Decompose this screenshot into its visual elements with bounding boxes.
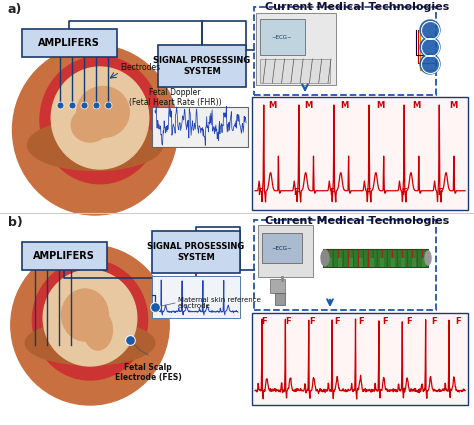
Ellipse shape — [321, 250, 329, 266]
Text: Electrodes: Electrodes — [120, 62, 160, 71]
Text: M: M — [304, 101, 312, 110]
Text: F: F — [358, 317, 364, 326]
Ellipse shape — [77, 87, 129, 138]
Text: F: F — [407, 317, 412, 326]
FancyBboxPatch shape — [252, 97, 468, 210]
FancyBboxPatch shape — [22, 242, 107, 270]
Text: M: M — [340, 101, 348, 110]
Bar — [401, 258, 405, 267]
Text: AMPLIFERS: AMPLIFERS — [38, 38, 100, 48]
Text: b): b) — [8, 216, 23, 229]
FancyBboxPatch shape — [22, 29, 117, 57]
FancyBboxPatch shape — [252, 313, 468, 405]
FancyBboxPatch shape — [275, 293, 285, 305]
FancyBboxPatch shape — [262, 233, 302, 263]
Ellipse shape — [40, 56, 160, 184]
Bar — [370, 258, 374, 267]
Ellipse shape — [83, 310, 112, 350]
FancyBboxPatch shape — [260, 59, 330, 83]
Text: F: F — [437, 188, 443, 197]
Text: F: F — [310, 317, 315, 326]
Ellipse shape — [425, 251, 431, 265]
Ellipse shape — [71, 108, 109, 142]
Bar — [328, 258, 332, 267]
Text: F: F — [285, 317, 291, 326]
Circle shape — [420, 37, 440, 57]
Text: a): a) — [8, 3, 22, 16]
FancyBboxPatch shape — [323, 249, 428, 267]
Text: F: F — [401, 188, 407, 197]
Bar — [349, 258, 353, 267]
Text: Fetal Scalp
Electrode (FES): Fetal Scalp Electrode (FES) — [115, 363, 182, 382]
Ellipse shape — [11, 245, 169, 405]
Bar — [359, 258, 364, 267]
FancyBboxPatch shape — [152, 231, 240, 273]
Ellipse shape — [25, 321, 155, 365]
Text: ~ECG~: ~ECG~ — [272, 34, 292, 40]
FancyBboxPatch shape — [152, 276, 240, 318]
Text: M: M — [268, 101, 276, 110]
Text: F: F — [365, 188, 371, 197]
FancyBboxPatch shape — [260, 19, 305, 55]
Text: M: M — [376, 101, 385, 110]
Text: ~ECG~: ~ECG~ — [272, 246, 292, 250]
Circle shape — [420, 20, 440, 40]
FancyBboxPatch shape — [270, 279, 285, 293]
Text: F: F — [293, 188, 299, 197]
Text: AMPLIFERS: AMPLIFERS — [33, 251, 95, 261]
Text: Fetal Doppler
(Fetal Heart Rate (FHR)): Fetal Doppler (Fetal Heart Rate (FHR)) — [128, 88, 221, 108]
Ellipse shape — [12, 45, 177, 215]
Text: Current Medical Technologies: Current Medical Technologies — [265, 2, 449, 12]
Text: F: F — [261, 317, 267, 326]
Bar — [411, 258, 416, 267]
Text: M: M — [413, 101, 421, 110]
Text: F: F — [329, 188, 335, 197]
Bar — [380, 258, 384, 267]
Text: F: F — [431, 317, 437, 326]
Ellipse shape — [32, 260, 147, 380]
Text: SIGNAL PROSESSING
SYSTEM: SIGNAL PROSESSING SYSTEM — [147, 241, 245, 262]
Bar — [391, 258, 395, 267]
Text: F: F — [334, 317, 339, 326]
Text: Maternal skin reference
electrode: Maternal skin reference electrode — [178, 297, 261, 309]
Text: F: F — [455, 317, 461, 326]
FancyBboxPatch shape — [158, 45, 246, 87]
Ellipse shape — [51, 67, 149, 169]
Text: M: M — [449, 101, 457, 110]
Text: SIGNAL PROSESSING
SYSTEM: SIGNAL PROSESSING SYSTEM — [154, 56, 251, 76]
Bar — [422, 258, 426, 267]
Text: F: F — [383, 317, 388, 326]
FancyBboxPatch shape — [256, 13, 336, 85]
FancyBboxPatch shape — [258, 225, 313, 277]
Bar — [338, 258, 342, 267]
Ellipse shape — [27, 119, 163, 170]
FancyBboxPatch shape — [152, 107, 248, 147]
Text: F: F — [257, 188, 263, 197]
Text: Current Medical Technologies: Current Medical Technologies — [265, 216, 449, 226]
Circle shape — [420, 54, 440, 74]
Ellipse shape — [43, 270, 137, 366]
Ellipse shape — [62, 289, 109, 341]
